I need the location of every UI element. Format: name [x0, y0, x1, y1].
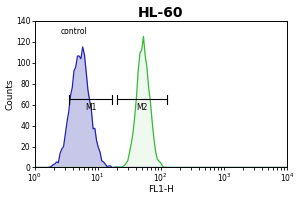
Text: M2: M2	[136, 103, 148, 112]
Y-axis label: Counts: Counts	[6, 78, 15, 110]
Text: control: control	[61, 27, 88, 36]
Text: M1: M1	[85, 103, 96, 112]
Title: HL-60: HL-60	[138, 6, 184, 20]
X-axis label: FL1-H: FL1-H	[148, 185, 174, 194]
